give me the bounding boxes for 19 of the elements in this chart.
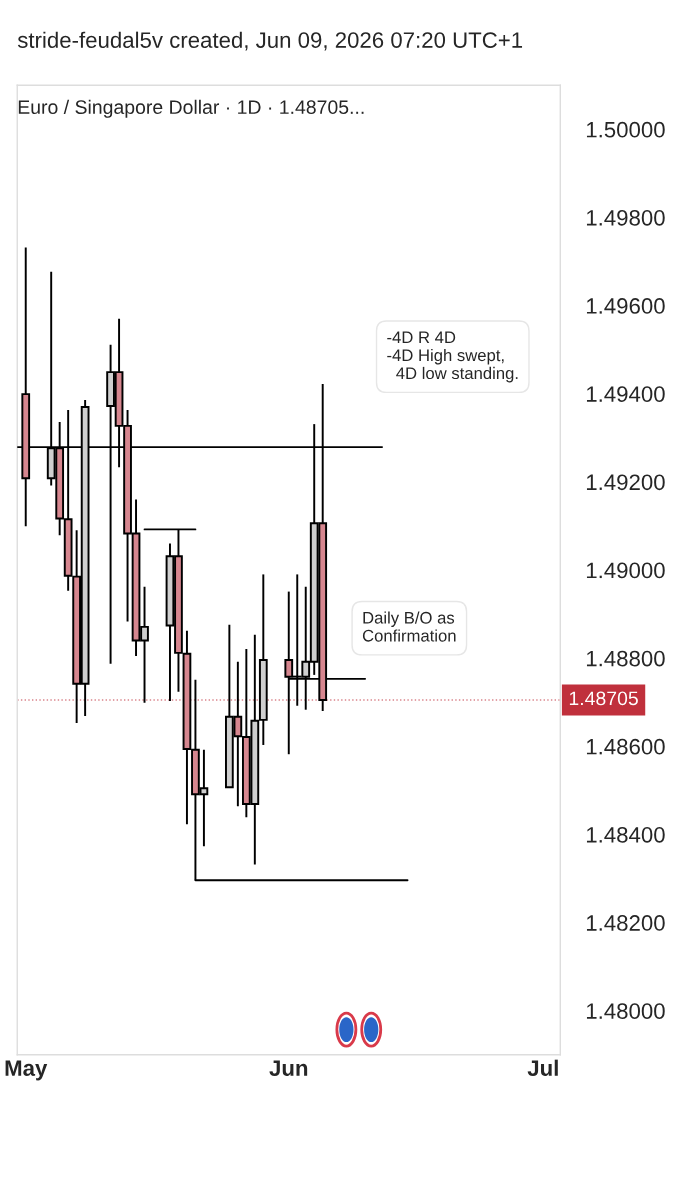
y-tick-label: 1.48800: [586, 650, 665, 667]
x-tick-label: Jul: [527, 1059, 558, 1076]
ref-line-label: 1.48705: [569, 691, 638, 706]
y-tick-label: 1.48400: [586, 826, 665, 843]
annotation: Daily B/O as Confirmation: [362, 611, 456, 642]
x-tick-label: Jun: [269, 1060, 308, 1076]
text: Euro / Singapore Dollar · 1D · 1.48705...: [18, 99, 364, 118]
x-tick-label: May: [5, 1060, 48, 1081]
chart-title: stride-feudal5v created, Jun 09, 2026 07:20 UTC+1: [17, 31, 523, 51]
y-tick-label: 1.48600: [586, 738, 665, 755]
y-tick-label: 1.49200: [586, 474, 665, 491]
y-tick-label: 1.49800: [586, 209, 665, 226]
y-tick-label: 1.50000: [586, 121, 665, 138]
y-tick-label: 1.49400: [586, 386, 665, 402]
y-tick-label: 1.48000: [586, 1003, 665, 1019]
y-tick-label: 1.48200: [586, 915, 665, 931]
y-tick-label: 1.49000: [586, 562, 665, 579]
y-tick-label: 1.49600: [586, 298, 665, 314]
annotation: -4D R 4D -4D High swept, 4D low standing.: [387, 331, 518, 383]
